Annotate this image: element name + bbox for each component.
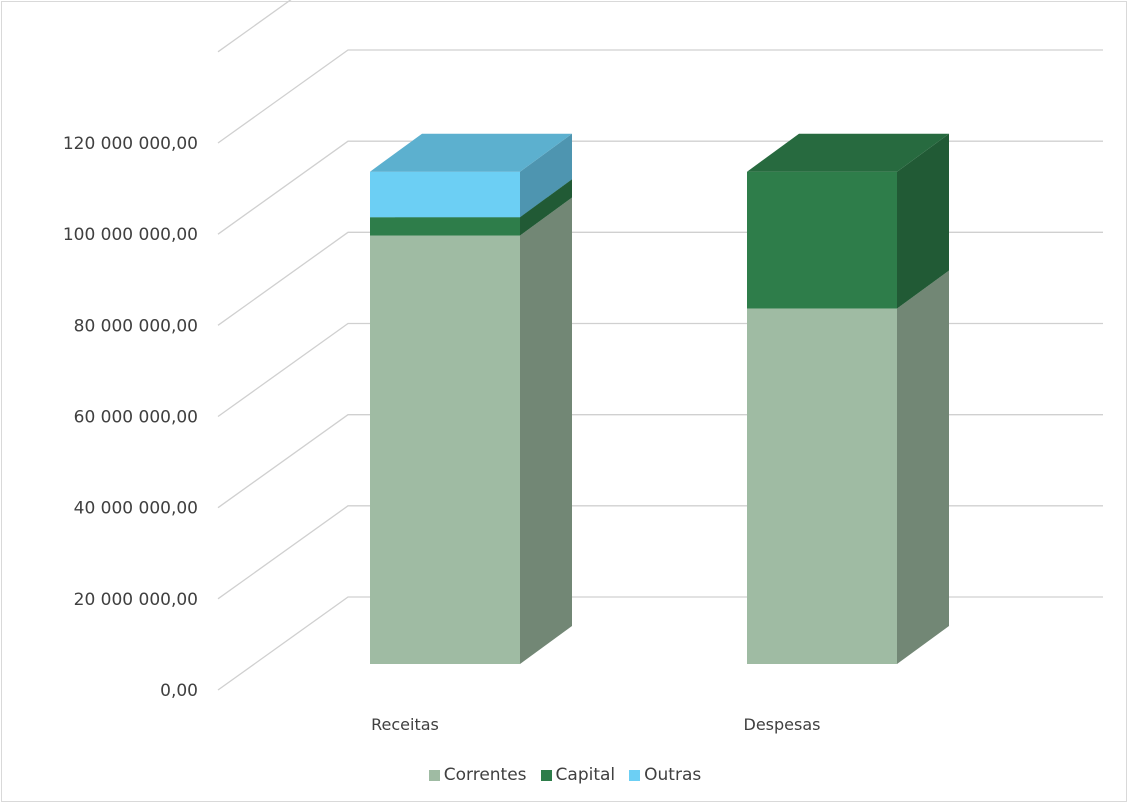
gridline [217,414,1103,509]
gridline [217,322,1103,418]
bar-segment-capital [747,133,949,309]
legend-item-correntes: Correntes [428,765,527,785]
legend-swatch [428,769,440,781]
y-tick-label: 120 000 000,00 [63,134,198,154]
legend-item-outras: Outras [629,765,701,785]
legend-swatch [540,769,552,781]
legend-swatch [629,769,641,781]
gridline [217,505,1103,600]
legend-label: Capital [555,765,616,785]
bar-segment-outras [370,133,572,218]
category-label: Despesas [744,715,821,734]
bar-top [370,133,572,172]
bar-side [520,179,572,236]
bar-front [370,217,520,236]
bar-side [520,133,572,218]
y-tick-label: 60 000 000,00 [74,408,198,428]
bars [370,133,949,664]
category-label: Receitas [371,715,439,734]
legend-label: Outras [644,765,702,785]
gridlines [217,0,1103,691]
legend-item-capital: Capital [540,765,616,785]
y-tick-label: 0,00 [160,681,198,701]
bar-side [897,133,949,309]
y-axis-ticks: 0,00 20 000 000,00 40 000 000,00 60 000 000… [63,134,198,701]
bar-segment-correntes [747,270,949,664]
bar-side [897,270,949,664]
gridline [217,0,292,53]
category-labels: Receitas Despesas [371,715,820,734]
bar-front [370,235,520,664]
bar-front [747,308,897,664]
y-tick-label: 100 000 000,00 [63,225,198,245]
bar-front [747,171,897,309]
bar-side [520,197,572,664]
bar-front [370,171,520,218]
y-tick-label: 40 000 000,00 [74,499,198,519]
bar-segment-correntes [370,197,572,664]
gridline [217,231,1103,326]
gridline [217,596,1103,691]
legend-label: Correntes [443,765,527,785]
gridline [217,140,1103,235]
bar-top [747,133,949,172]
gridline [217,49,1103,144]
y-tick-label: 80 000 000,00 [74,316,198,336]
legend: Correntes Capital Outras [0,765,1130,785]
y-tick-label: 20 000 000,00 [74,590,198,610]
